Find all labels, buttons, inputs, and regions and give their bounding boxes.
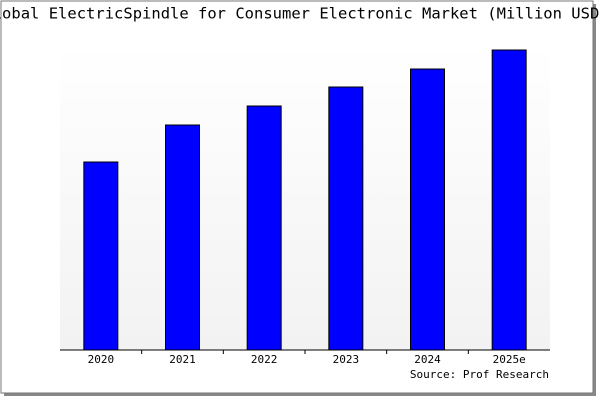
bar [491,49,527,351]
bar [328,86,364,351]
x-tick-label: 2025e [493,353,526,366]
chart-title: Global ElectricSpindle for Consumer Elec… [0,5,600,23]
source-note: Source: Prof Research [410,368,549,381]
bar [246,105,282,351]
x-tick-label: 2022 [251,353,278,366]
bar [410,68,445,351]
plot-area [60,45,550,350]
bar [83,161,119,351]
x-tick-label: 2024 [414,353,441,366]
bar [165,124,200,351]
x-tick-label: 2023 [333,353,360,366]
x-tick-label: 2021 [169,353,196,366]
x-tick-label: 2020 [88,353,115,366]
